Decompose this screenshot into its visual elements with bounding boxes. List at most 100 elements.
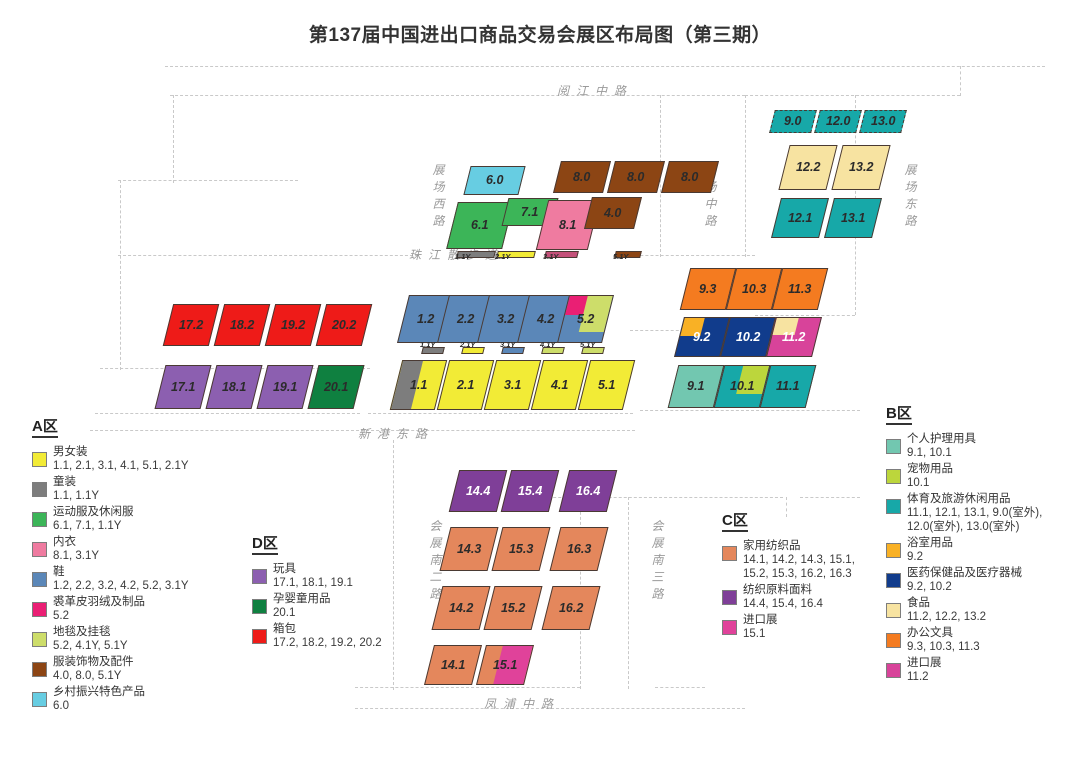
legend-item[interactable]: 体育及旅游休闲用品 11.1, 12.1, 13.1, 9.0(室外), 12.0… xyxy=(886,492,1056,534)
legend-swatch xyxy=(252,599,267,615)
hall-20-2[interactable]: 20.2 xyxy=(315,304,373,346)
hall-label: 13.0 xyxy=(870,114,896,129)
hall-14-2[interactable]: 14.2 xyxy=(431,586,491,630)
road-line xyxy=(355,687,580,688)
hall-14-4[interactable]: 14.4 xyxy=(448,470,508,512)
legend-item[interactable]: 孕婴童用品 20.1 xyxy=(252,592,412,620)
hall-5-1[interactable]: 5.1 xyxy=(577,360,636,410)
hall-label: 10.2 xyxy=(735,329,761,344)
legend-item[interactable]: 宠物用品 10.1 xyxy=(886,462,1056,490)
hall-label: 11.3 xyxy=(788,281,812,296)
road-line-v xyxy=(628,497,629,689)
legend-item-name: 浴室用品 xyxy=(907,537,953,550)
hall-14-1[interactable]: 14.1 xyxy=(424,645,482,685)
road-line xyxy=(170,95,745,96)
hall-16-2[interactable]: 16.2 xyxy=(541,586,601,630)
hall-label: 11.2 xyxy=(782,329,806,344)
legend-item[interactable]: 服装饰物及配件 4.0, 8.0, 5.1Y xyxy=(32,655,247,683)
legend-swatch xyxy=(32,662,47,678)
legend-item[interactable]: 玩具 17.1, 18.1, 19.1 xyxy=(252,562,412,590)
hall-label: 15.3 xyxy=(508,541,534,556)
hall-13-1[interactable]: 13.1 xyxy=(824,198,882,238)
hall-19-1[interactable]: 19.1 xyxy=(256,365,314,409)
legend-item-halls: 17.2, 18.2, 19.2, 20.2 xyxy=(273,637,382,650)
legend-item[interactable]: 内衣 8.1, 3.1Y xyxy=(32,535,247,563)
legend-item[interactable]: 食品 11.2, 12.2, 13.2 xyxy=(886,596,1056,624)
legend-item[interactable]: 箱包 17.2, 18.2, 19.2, 20.2 xyxy=(252,622,412,650)
legend-b-title: B区 xyxy=(886,405,912,426)
legend-item-halls: 11.1, 12.1, 13.1, 9.0(室外), 12.0(室外), 13.… xyxy=(907,507,1043,534)
hall-15-2[interactable]: 15.2 xyxy=(483,586,543,630)
legend-item[interactable]: 纺织原料面料 14.4, 15.4, 16.4 xyxy=(722,583,872,611)
hall-label: 14.3 xyxy=(456,541,482,556)
hall-17-1[interactable]: 17.1 xyxy=(154,365,212,409)
hall-16-4[interactable]: 16.4 xyxy=(558,470,618,512)
legend-item[interactable]: 进口展 15.1 xyxy=(722,613,872,641)
road-line-v xyxy=(173,95,174,183)
hall-14-3[interactable]: 14.3 xyxy=(439,527,499,571)
road-line xyxy=(165,66,1045,67)
hall-11-3[interactable]: 11.3 xyxy=(771,268,829,310)
legend-item[interactable]: 浴室用品 9.2 xyxy=(886,536,1056,564)
legend-item-name: 食品 xyxy=(907,597,930,610)
hall-label: 14.1 xyxy=(440,657,466,672)
legend-swatch xyxy=(722,590,737,606)
hall-label: 3.1 xyxy=(503,377,522,392)
legend-item-name: 箱包 xyxy=(273,623,296,636)
hall-8-0-b[interactable]: 8.0 xyxy=(607,161,665,193)
legend-item[interactable]: 办公文具 9.3, 10.3, 11.3 xyxy=(886,626,1056,654)
legend-item[interactable]: 裘革皮羽绒及制品 5.2 xyxy=(32,595,247,623)
legend-item[interactable]: 个人护理用具 9.1, 10.1 xyxy=(886,432,1056,460)
hall-19-2[interactable]: 19.2 xyxy=(264,304,322,346)
hall-11-2[interactable]: 11.2 xyxy=(766,317,822,357)
hall-13-2[interactable]: 13.2 xyxy=(831,145,891,190)
legend-swatch xyxy=(886,573,901,589)
legend-item[interactable]: 男女装 1.1, 2.1, 3.1, 4.1, 5.1, 2.1Y xyxy=(32,445,247,473)
hall-18-1[interactable]: 18.1 xyxy=(205,365,263,409)
hall-20-1[interactable]: 20.1 xyxy=(307,365,365,409)
legend-item[interactable]: 医药保健品及医疗器械 9.2, 10.2 xyxy=(886,566,1056,594)
hall-8-0-c[interactable]: 8.0 xyxy=(661,161,719,193)
legend-c-title: C区 xyxy=(722,512,748,533)
hall-label: 8.0 xyxy=(573,169,591,184)
hall-12-1[interactable]: 12.1 xyxy=(771,198,829,238)
legend-swatch xyxy=(32,692,47,708)
hall-15-1[interactable]: 15.1 xyxy=(476,645,534,685)
hall-11-1[interactable]: 11.1 xyxy=(759,365,817,408)
legend-item-halls: 8.1, 3.1Y xyxy=(53,550,100,563)
hall-9-0[interactable]: 9.0 xyxy=(769,110,817,133)
hall-13-0[interactable]: 13.0 xyxy=(859,110,907,133)
legend-item[interactable]: 进口展 11.2 xyxy=(886,656,1056,684)
hall-label: 4.1 xyxy=(550,377,569,392)
hall-label: 8.0 xyxy=(627,169,645,184)
legend-item-halls: 6.0 xyxy=(53,700,69,713)
legend-item[interactable]: 家用纺织品 14.1, 14.2, 14.3, 15.1, 15.2, 15.3,… xyxy=(722,539,872,581)
hall-12-2[interactable]: 12.2 xyxy=(778,145,838,190)
hall-12-0[interactable]: 12.0 xyxy=(814,110,862,133)
legend-c: C区 家用纺织品 14.1, 14.2, 14.3, 15.1, 15.2, 15… xyxy=(722,512,872,643)
hall-6-0[interactable]: 6.0 xyxy=(463,166,526,195)
legend-item-name: 服装饰物及配件 xyxy=(53,656,134,669)
legend-item[interactable]: 鞋 1.2, 2.2, 3.2, 4.2, 5.2, 3.1Y xyxy=(32,565,247,593)
legend-item[interactable]: 地毯及挂毯 5.2, 4.1Y, 5.1Y xyxy=(32,625,247,653)
hall-8-0-a[interactable]: 8.0 xyxy=(553,161,611,193)
hall-label: 10.3 xyxy=(741,281,767,296)
road-line xyxy=(755,315,855,316)
hall-4-0[interactable]: 4.0 xyxy=(584,197,642,229)
road-line xyxy=(118,255,418,256)
road-label-xingang: 新港东路 xyxy=(358,427,435,441)
hall-15-4[interactable]: 15.4 xyxy=(500,470,560,512)
legend-item[interactable]: 运动服及休闲服 6.1, 7.1, 1.1Y xyxy=(32,505,247,533)
legend-item-halls: 1.1, 2.1, 3.1, 4.1, 5.1, 2.1Y xyxy=(53,460,189,473)
legend-item-name: 进口展 xyxy=(907,657,942,670)
legend-item-halls: 11.2, 12.2, 13.2 xyxy=(907,611,987,624)
hall-15-3[interactable]: 15.3 xyxy=(491,527,551,571)
legend-item[interactable]: 童装 1.1, 1.1Y xyxy=(32,475,247,503)
legend-item[interactable]: 乡村振兴特色产品 6.0 xyxy=(32,685,247,713)
legend-item-halls: 6.1, 7.1, 1.1Y xyxy=(53,520,122,533)
hall-label: 1.1 xyxy=(409,377,428,392)
overlay-carpets xyxy=(578,296,613,332)
hall-18-2[interactable]: 18.2 xyxy=(213,304,271,346)
hall-17-2[interactable]: 17.2 xyxy=(162,304,220,346)
hall-16-3[interactable]: 16.3 xyxy=(549,527,609,571)
